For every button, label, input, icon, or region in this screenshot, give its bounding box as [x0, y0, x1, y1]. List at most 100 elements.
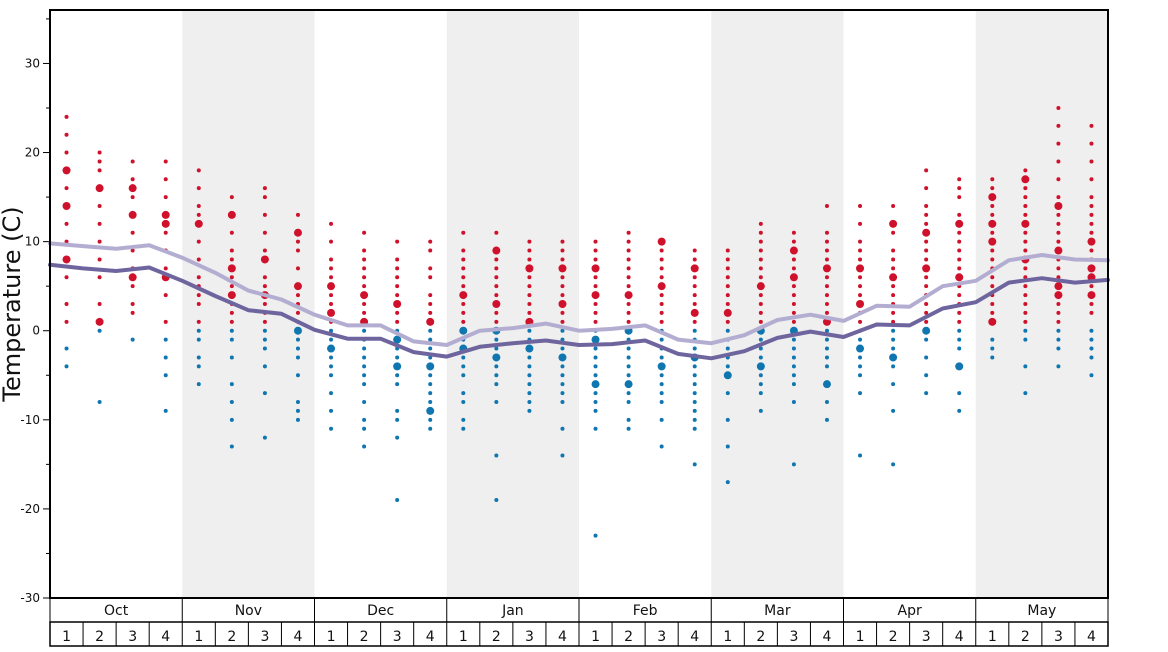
temperature-dot	[163, 337, 168, 342]
temperature-dot	[62, 255, 71, 264]
temperature-dot	[858, 364, 863, 369]
temperature-dot	[924, 391, 929, 396]
temperature-dot	[990, 275, 995, 280]
temperature-dot	[957, 266, 962, 271]
temperature-dot	[329, 373, 334, 378]
temperature-dot	[856, 300, 865, 308]
temperature-dot	[626, 257, 631, 262]
temperature-dot	[791, 284, 796, 289]
temperature-dot	[758, 239, 763, 244]
temperature-dot	[924, 257, 929, 262]
temperature-dot	[1089, 355, 1094, 360]
temperature-dot	[362, 382, 367, 387]
temperature-dot	[362, 417, 367, 422]
temperature-dot	[659, 266, 664, 271]
temperature-dot	[1056, 141, 1061, 146]
month-band-mar	[711, 10, 844, 598]
temperature-dot	[130, 302, 135, 306]
week-label: 2	[1021, 629, 1030, 645]
temperature-dot	[1089, 284, 1094, 289]
y-tick-label: 20	[25, 146, 40, 160]
temperature-dot	[428, 346, 433, 351]
temperature-dot	[990, 230, 995, 235]
temperature-dot	[990, 302, 995, 306]
month-label-oct: Oct	[104, 603, 129, 619]
temperature-dot	[955, 273, 964, 282]
temperature-dot	[692, 293, 697, 298]
temperature-dot	[461, 373, 466, 378]
temperature-dot	[196, 239, 201, 244]
temperature-dot	[1056, 328, 1061, 333]
temperature-dot	[262, 319, 267, 324]
temperature-dot	[626, 284, 631, 289]
temperature-dot	[163, 266, 168, 271]
temperature-dot	[295, 355, 300, 360]
temperature-dot	[362, 230, 367, 235]
temperature-dot	[327, 282, 336, 291]
temperature-dot	[957, 310, 962, 315]
temperature-dot	[163, 230, 168, 235]
temperature-dot	[64, 239, 69, 244]
temperature-dot	[1023, 195, 1028, 200]
temperature-dot	[791, 230, 796, 235]
temperature-dot	[957, 177, 962, 182]
temperature-dot	[891, 364, 896, 369]
temperature-dot	[791, 373, 796, 378]
temperature-dot	[924, 239, 929, 244]
temperature-dot	[395, 239, 400, 244]
week-label: 1	[62, 629, 71, 645]
y-tick-label: 30	[25, 56, 40, 70]
temperature-dot	[494, 373, 499, 378]
temperature-dot	[295, 408, 300, 413]
month-label-dec: Dec	[367, 603, 394, 619]
temperature-dot	[64, 221, 69, 226]
temperature-dot	[329, 239, 334, 244]
temperature-dot	[593, 364, 598, 369]
temperature-dot	[626, 426, 631, 431]
temperature-dot	[922, 326, 931, 335]
temperature-dot	[758, 230, 763, 235]
month-band-may	[975, 10, 1108, 598]
temperature-dot	[1089, 195, 1094, 200]
temperature-dot	[990, 177, 995, 182]
temperature-dot	[1089, 373, 1094, 378]
temperature-dot	[461, 400, 466, 404]
temperature-dot	[428, 417, 433, 422]
temperature-dot	[295, 212, 300, 217]
week-label: 1	[723, 629, 732, 645]
temperature-dot	[758, 337, 763, 342]
temperature-dot	[593, 400, 598, 404]
temperature-dot	[824, 310, 829, 315]
temperature-dot	[461, 355, 466, 360]
temperature-dot	[924, 310, 929, 315]
temperature-dot	[295, 239, 300, 244]
temperature-dot	[262, 284, 267, 289]
temperature-dot	[527, 364, 532, 369]
temperature-dot	[1054, 282, 1063, 291]
temperature-dot	[329, 337, 334, 342]
temperature-dot	[957, 346, 962, 351]
temperature-dot	[229, 310, 234, 315]
temperature-dot	[492, 300, 501, 308]
temperature-dot	[461, 426, 466, 431]
temperature-dot	[692, 364, 697, 369]
temperature-dot	[725, 346, 730, 351]
temperature-dot	[791, 239, 796, 244]
temperature-dot	[329, 426, 334, 431]
temperature-dot	[128, 210, 137, 219]
temperature-dot	[1056, 302, 1061, 306]
temperature-dot	[924, 319, 929, 324]
temperature-dot	[692, 257, 697, 262]
temperature-dot	[659, 293, 664, 298]
temperature-dot	[262, 230, 267, 235]
temperature-dot	[791, 346, 796, 351]
temperature-dot	[295, 373, 300, 378]
temperature-dot	[593, 239, 598, 244]
temperature-dot	[692, 426, 697, 431]
temperature-dot	[1089, 310, 1094, 315]
temperature-dot	[591, 380, 600, 389]
temperature-dot	[1021, 219, 1030, 228]
temperature-dot	[492, 246, 501, 255]
temperature-dot	[692, 302, 697, 306]
temperature-dot	[725, 480, 730, 485]
